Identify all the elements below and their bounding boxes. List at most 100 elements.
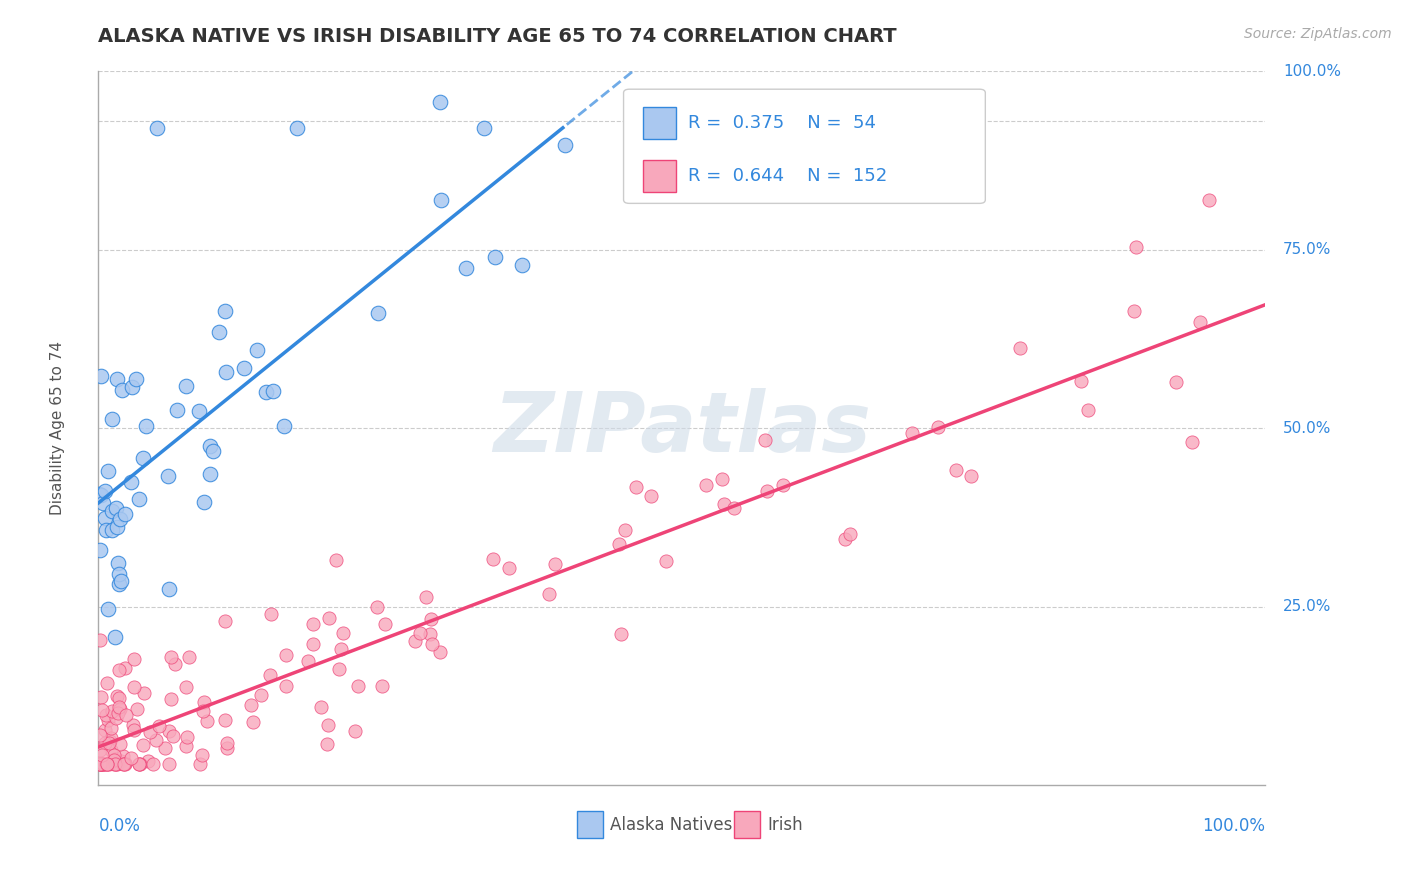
Point <box>112 748 135 763</box>
Point <box>108 512 131 526</box>
Point <box>101 523 124 537</box>
Point <box>187 403 209 417</box>
Point <box>89 756 111 771</box>
Point <box>112 756 135 771</box>
Point <box>114 508 136 522</box>
Point <box>108 700 131 714</box>
Point <box>93 756 115 771</box>
Point <box>98 756 121 771</box>
Point <box>114 661 136 675</box>
Point <box>276 648 298 663</box>
Point <box>132 685 155 699</box>
Point <box>104 756 127 771</box>
Point <box>554 138 576 153</box>
Point <box>240 698 263 712</box>
Point <box>139 725 162 739</box>
Point <box>90 368 112 383</box>
Point <box>100 731 122 745</box>
Point <box>215 741 238 756</box>
Point <box>498 560 520 574</box>
Point <box>165 657 187 672</box>
Bar <box>644 161 676 193</box>
Text: 100.0%: 100.0% <box>1202 817 1265 835</box>
Point <box>89 756 111 771</box>
Point <box>114 756 136 770</box>
Point <box>250 688 273 702</box>
Point <box>89 743 111 757</box>
Point <box>114 756 136 771</box>
Point <box>108 663 131 677</box>
Point <box>960 468 983 483</box>
Point <box>544 557 567 571</box>
Point <box>214 713 236 727</box>
Point <box>89 756 111 771</box>
Point <box>713 497 735 511</box>
Point <box>157 724 180 739</box>
Point <box>245 343 267 357</box>
Point <box>96 602 118 616</box>
Point <box>124 651 146 665</box>
Point <box>318 611 340 625</box>
Point <box>98 736 121 750</box>
Point <box>1181 434 1204 449</box>
Point <box>538 587 561 601</box>
Point <box>945 463 967 477</box>
Point <box>94 523 117 537</box>
Point <box>104 501 127 516</box>
Text: Irish: Irish <box>768 816 803 834</box>
Point <box>174 680 197 694</box>
Point <box>110 574 132 589</box>
Point <box>104 631 127 645</box>
Point <box>115 708 138 723</box>
Point <box>415 591 437 605</box>
Point <box>419 627 441 641</box>
Point <box>128 492 150 507</box>
Point <box>138 754 160 768</box>
Point <box>610 627 633 641</box>
Point <box>482 552 505 566</box>
Point <box>89 728 111 742</box>
Point <box>108 691 131 706</box>
Point <box>120 475 142 490</box>
Point <box>191 704 214 718</box>
Point <box>131 738 153 752</box>
Point <box>420 637 443 651</box>
Point <box>198 439 221 453</box>
Point <box>174 378 197 392</box>
Point <box>90 756 112 771</box>
Point <box>297 654 319 668</box>
Point <box>101 411 124 425</box>
Point <box>160 650 183 665</box>
Point <box>125 372 148 386</box>
Point <box>1070 374 1092 388</box>
Point <box>107 556 129 570</box>
Point <box>105 520 128 534</box>
Point <box>110 737 132 751</box>
Point <box>128 756 150 771</box>
Text: 25.0%: 25.0% <box>1282 599 1331 614</box>
Point <box>94 756 117 771</box>
Point <box>1122 303 1144 318</box>
Point <box>100 504 122 518</box>
Text: R =  0.375    N =  54: R = 0.375 N = 54 <box>688 114 876 132</box>
Point <box>711 472 734 486</box>
Point <box>91 703 114 717</box>
Point <box>89 756 111 771</box>
Point <box>103 747 125 762</box>
Point <box>108 702 131 716</box>
Point <box>122 723 145 737</box>
Point <box>367 305 389 319</box>
Point <box>374 617 396 632</box>
Point <box>89 487 111 501</box>
Text: 75.0%: 75.0% <box>1282 243 1331 257</box>
Point <box>325 553 347 567</box>
Point <box>96 707 118 722</box>
Point <box>131 450 153 465</box>
Point <box>723 500 745 515</box>
Point <box>89 633 111 648</box>
Point <box>254 384 277 399</box>
Point <box>142 756 165 771</box>
Point <box>191 747 214 762</box>
Point <box>107 706 129 720</box>
Point <box>100 743 122 757</box>
